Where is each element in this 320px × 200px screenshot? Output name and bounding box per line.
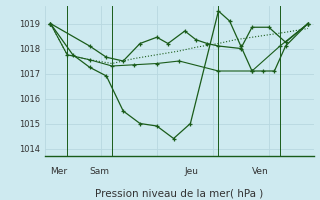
Text: Pression niveau de la mer( hPa ): Pression niveau de la mer( hPa ): [95, 189, 263, 199]
Text: Jeu: Jeu: [185, 167, 199, 176]
Text: Mer: Mer: [51, 167, 68, 176]
Text: Sam: Sam: [90, 167, 109, 176]
Text: Ven: Ven: [252, 167, 269, 176]
